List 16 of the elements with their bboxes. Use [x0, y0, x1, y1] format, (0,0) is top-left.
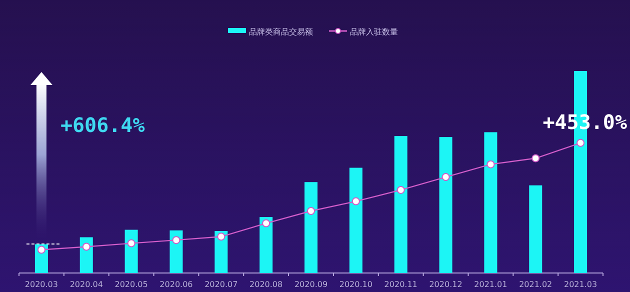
x-tick-label: 2021.03	[564, 280, 598, 289]
x-tick-label: 2020.08	[250, 280, 283, 289]
x-tick-label: 2021.02	[519, 280, 552, 289]
x-tick-label: 2020.12	[429, 280, 462, 289]
x-tick-label: 2020.03	[24, 280, 58, 289]
x-tick-label: 2020.10	[339, 280, 372, 289]
x-tick-label: 2020.09	[294, 280, 328, 289]
legend-label: 品牌入驻数量	[350, 28, 398, 36]
x-tick-label: 2020.06	[160, 280, 193, 289]
legend-label: 品牌类商品交易额	[249, 28, 313, 36]
x-tick-label: 2020.07	[204, 280, 238, 289]
x-tick-label: 2020.04	[70, 280, 103, 289]
x-tick-label: 2020.11	[384, 280, 418, 289]
x-tick-label: 2021.01	[474, 280, 508, 289]
annotation: +606.4%	[60, 113, 145, 137]
x-tick-label: 2020.05	[114, 280, 148, 289]
